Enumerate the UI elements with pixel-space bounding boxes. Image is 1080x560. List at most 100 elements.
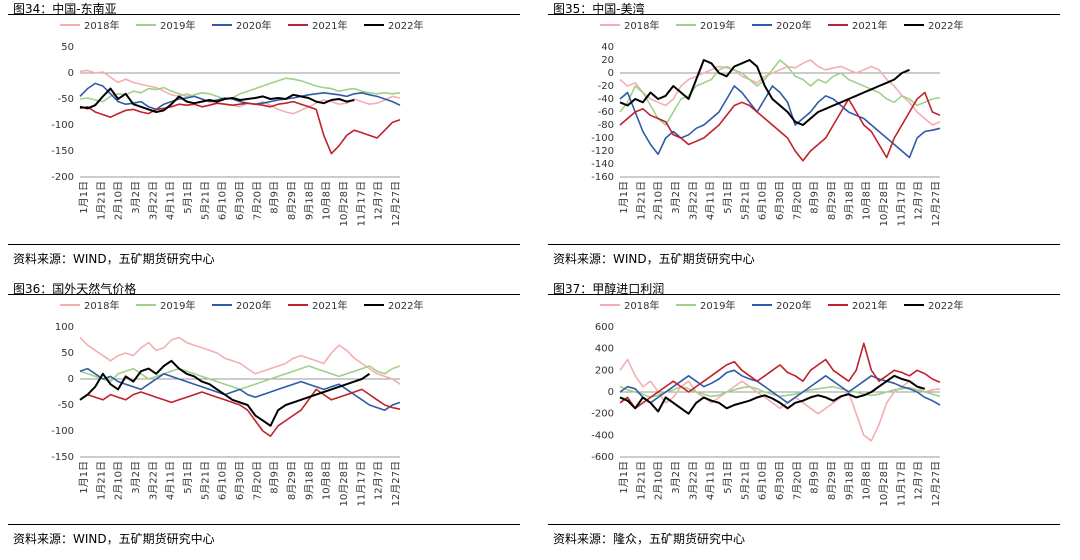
- line-chart: 2018年 2019年 2020年 2021年 2022年 600 400 200 0 -200 -…: [591, 299, 963, 506]
- series-line: [79, 367, 401, 411]
- y-tick-label: 0: [68, 68, 74, 79]
- line-chart: 2018年 2019年 2020年 2021年 2022年 40 20 0 -20 -40 -60 -…: [591, 19, 963, 226]
- legend-label: 2018年: [84, 299, 119, 312]
- x-tick-label: 7月20日: [791, 461, 803, 500]
- x-tick-label: 11月17日: [355, 181, 367, 226]
- source-rule: [8, 524, 520, 525]
- x-tick-label: 3月2日: [670, 181, 682, 214]
- x-tick-label: 8月9日: [269, 181, 281, 214]
- x-tick-label: 3月22日: [147, 181, 159, 220]
- x-tick-label: 8月29日: [826, 461, 838, 500]
- x-tick-label: 3月2日: [130, 181, 142, 214]
- series-line: [79, 388, 401, 437]
- series-line: [79, 87, 355, 113]
- x-tick-label: 5月1日: [182, 461, 194, 494]
- y-axis: 100 50 0 -50 -100 -150: [51, 322, 74, 463]
- y-tick-label: -80: [598, 120, 614, 131]
- x-tick-label: 6月30日: [774, 461, 786, 500]
- x-tick-label: 8月29日: [286, 181, 298, 220]
- x-tick-label: 12月7日: [913, 181, 925, 220]
- x-tick-label: 4月11日: [165, 181, 177, 220]
- series-line: [619, 374, 926, 415]
- y-tick-label: 50: [61, 42, 74, 53]
- y-tick-label: -100: [591, 133, 614, 144]
- x-tick-label: 11月17日: [355, 461, 367, 506]
- legend: 2018年 2019年 2020年 2021年 2022年: [600, 19, 963, 32]
- legend-label: 2020年: [776, 19, 811, 32]
- legend: 2018年 2019年 2020年 2021年 2022年: [60, 19, 423, 32]
- x-axis: 1月1日 1月21日 2月10日 3月2日 3月22日 4月11日 5月1日 5月21日 6月1…: [618, 181, 942, 226]
- y-tick-label: -160: [591, 172, 614, 183]
- y-tick-label: 200: [595, 365, 614, 376]
- y-tick-label: -150: [51, 146, 74, 157]
- series-line: [619, 342, 941, 410]
- x-tick-label: 8月9日: [809, 181, 821, 214]
- legend-label: 2020年: [236, 19, 271, 32]
- x-tick-label: 9月18日: [303, 461, 315, 500]
- legend-label: 2019年: [160, 299, 195, 312]
- x-tick-label: 6月10日: [757, 461, 769, 500]
- x-tick-label: 12月7日: [373, 461, 385, 500]
- x-tick-label: 3月2日: [130, 461, 142, 494]
- series-line: [79, 69, 401, 115]
- y-axis: 40 20 0 -20 -40 -60 -80 -100 -120 -140 -160: [591, 42, 614, 183]
- x-tick-label: 2月10日: [113, 461, 125, 500]
- x-tick-label: 10月28日: [338, 181, 350, 226]
- x-tick-label: 1月1日: [618, 181, 630, 214]
- chart-panel: 图34：中国-东南亚 2018年 2019年 2020年 2021年 2022年 50 0 -…: [8, 0, 528, 275]
- y-tick-label: -100: [51, 120, 74, 131]
- y-tick-label: 400: [595, 344, 614, 355]
- source-note: 资料来源：WIND，五矿期货研究中心: [13, 532, 215, 546]
- x-tick-label: 1月1日: [78, 461, 90, 494]
- x-tick-label: 8月29日: [286, 461, 298, 500]
- x-tick-label: 5月21日: [199, 181, 211, 220]
- x-tick-label: 6月10日: [757, 181, 769, 220]
- x-tick-label: 7月20日: [251, 181, 263, 220]
- y-tick-label: -600: [591, 452, 614, 463]
- x-tick-label: 3月22日: [687, 461, 699, 500]
- legend-label: 2018年: [84, 19, 119, 32]
- y-tick-label: 600: [595, 322, 614, 333]
- x-tick-label: 9月18日: [843, 461, 855, 500]
- line-chart: 2018年 2019年 2020年 2021年 2022年 100 50 0 -50 -100 -1…: [51, 299, 423, 506]
- y-tick-label: -120: [591, 146, 614, 157]
- x-tick-label: 8月9日: [269, 461, 281, 494]
- legend-label: 2022年: [388, 19, 423, 32]
- legend-label: 2022年: [388, 299, 423, 312]
- series-line: [79, 77, 401, 103]
- series-line: [619, 91, 941, 162]
- x-axis: 1月1日 1月21日 2月10日 3月2日 3月22日 4月11日 5月1日 5月21日 6月1…: [618, 461, 942, 506]
- y-tick-label: -100: [51, 426, 74, 437]
- x-tick-label: 1月21日: [95, 181, 107, 220]
- x-tick-label: 1月1日: [618, 461, 630, 494]
- legend-label: 2020年: [776, 299, 811, 312]
- legend-label: 2021年: [312, 299, 347, 312]
- series-line: [79, 359, 371, 427]
- y-tick-label: 40: [601, 42, 614, 53]
- legend-label: 2020年: [236, 299, 271, 312]
- chart-panel: 图36：国外天然气价格 2018年 2019年 2020年 2021年 2022年 100…: [8, 280, 528, 560]
- x-tick-label: 12月7日: [913, 461, 925, 500]
- x-tick-label: 10月8日: [321, 181, 333, 220]
- y-tick-label: -50: [58, 400, 74, 411]
- x-tick-label: 4月11日: [705, 181, 717, 220]
- x-tick-label: 5月1日: [182, 181, 194, 214]
- x-tick-label: 12月27日: [930, 461, 942, 506]
- x-tick-label: 3月2日: [670, 461, 682, 494]
- x-tick-label: 12月27日: [390, 181, 402, 226]
- panel-title: 图35：中国-美湾: [553, 2, 645, 16]
- x-tick-label: 6月10日: [217, 181, 229, 220]
- y-tick-label: -40: [598, 94, 614, 105]
- series-line: [79, 336, 401, 385]
- x-tick-label: 3月22日: [147, 461, 159, 500]
- legend-label: 2019年: [700, 299, 735, 312]
- x-tick-label: 2月10日: [113, 181, 125, 220]
- x-tick-label: 10月8日: [321, 461, 333, 500]
- x-tick-label: 5月21日: [199, 461, 211, 500]
- y-tick-label: 50: [61, 348, 74, 359]
- x-tick-label: 12月27日: [930, 181, 942, 226]
- x-tick-label: 10月28日: [878, 181, 890, 226]
- x-tick-label: 1月21日: [635, 461, 647, 500]
- source-rule: [548, 244, 1060, 245]
- x-tick-label: 11月17日: [895, 461, 907, 506]
